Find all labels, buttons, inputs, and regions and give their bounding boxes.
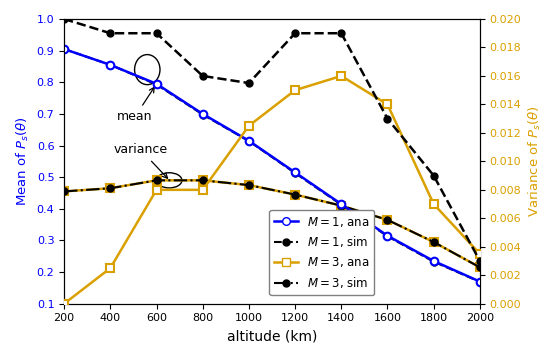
Text: variance: variance [114, 144, 168, 178]
Y-axis label: Mean of $P_s(\theta)$: Mean of $P_s(\theta)$ [15, 116, 31, 206]
Legend: $M=1$, ana, $M=1$, sim, $M=3$, ana, $M=3$, sim: $M=1$, ana, $M=1$, sim, $M=3$, ana, $M=3… [270, 210, 374, 295]
Y-axis label: Variance of $P_s(\theta)$: Variance of $P_s(\theta)$ [527, 105, 543, 217]
Text: mean: mean [117, 87, 154, 123]
X-axis label: altitude (km): altitude (km) [227, 329, 317, 343]
